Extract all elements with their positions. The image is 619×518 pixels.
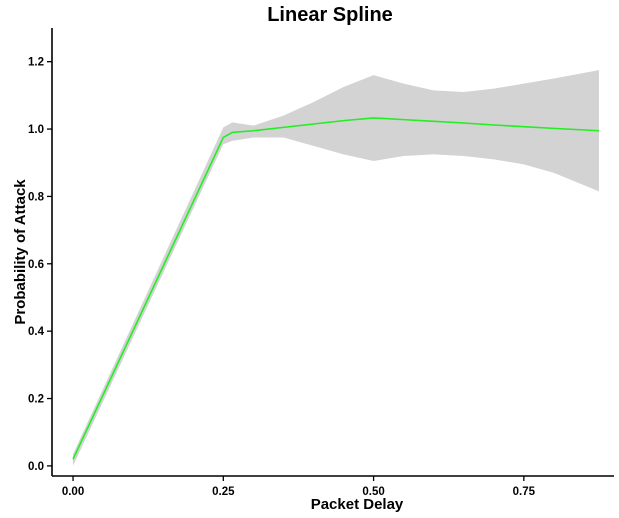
x-tick-label: 0.75 xyxy=(513,486,536,498)
x-tick-label: 0.50 xyxy=(362,486,384,498)
y-tick-label: 1.2 xyxy=(28,57,44,69)
spline-line xyxy=(72,117,600,460)
y-tick-label: 0.8 xyxy=(28,191,45,203)
y-tick-label: 0.4 xyxy=(28,326,45,338)
x-tick-label: 0.00 xyxy=(62,486,84,498)
axes xyxy=(51,28,614,477)
y-tick-label: 0.2 xyxy=(28,394,44,406)
y-axis-label: Probability of Attack xyxy=(12,179,29,325)
x-axis-label: Packet Delay xyxy=(311,496,404,513)
y-tick-label: 1.0 xyxy=(28,124,44,136)
confidence-ribbon xyxy=(73,70,599,466)
chart-title: Linear Spline xyxy=(267,4,393,26)
y-tick-label: 0.0 xyxy=(28,461,44,473)
x-tick-label: 0.25 xyxy=(212,486,235,498)
y-tick-label: 0.6 xyxy=(28,259,44,271)
plot-area xyxy=(72,70,600,466)
ticks: 0.00 0.25 0.50 0.75 0.0 0.2 0.4 0.6 0.8 1.0 1.2 xyxy=(28,57,536,498)
